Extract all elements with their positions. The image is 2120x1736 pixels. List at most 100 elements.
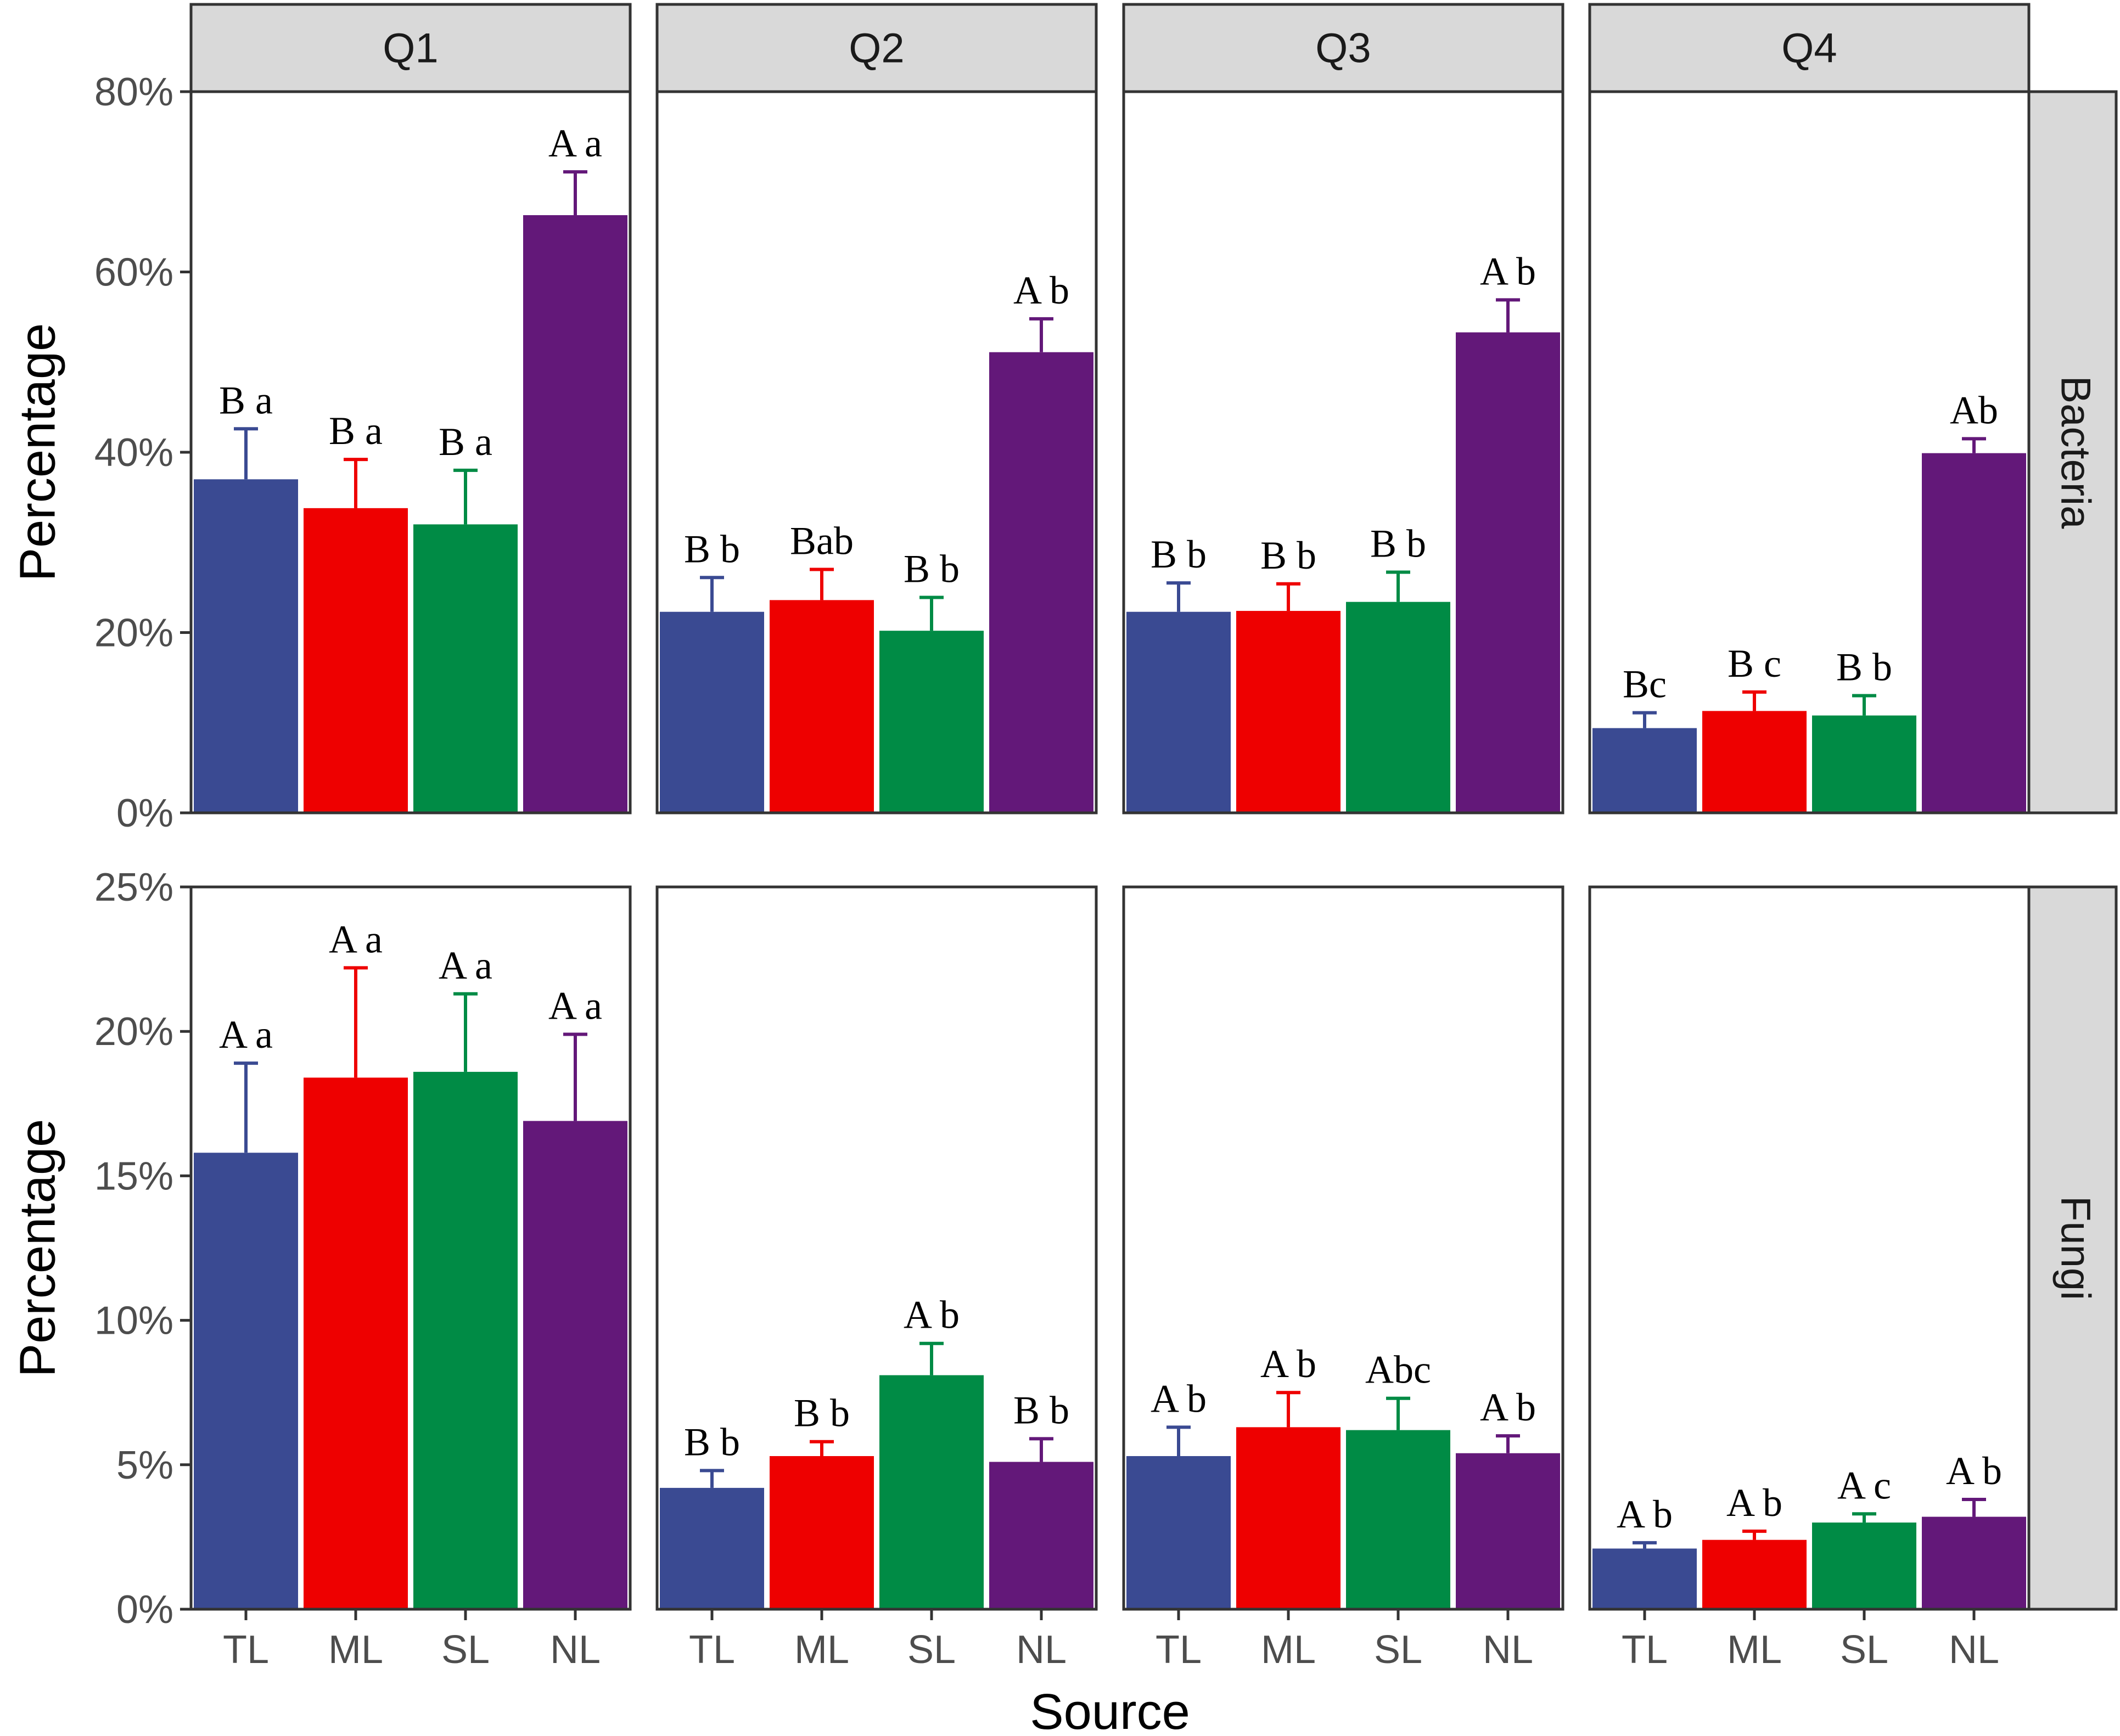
significance-label-bacteria-q3-sl: B b: [1370, 521, 1426, 565]
bar-fungi-q2-sl: [879, 1375, 984, 1609]
bar-fungi-q2-tl: [660, 1487, 764, 1609]
bar-fungi-q1-sl: [413, 1071, 518, 1609]
significance-label-bacteria-q1-tl: B a: [219, 378, 273, 422]
significance-label-bacteria-q2-nl: A b: [1013, 268, 1069, 312]
significance-label-fungi-q2-sl: A b: [904, 1293, 960, 1337]
bar-fungi-q2-nl: [989, 1462, 1093, 1609]
facet-strip-label-Q2: Q2: [849, 25, 904, 72]
facet-strip-Q4: [1588, 3, 2031, 93]
x-tick-label-q4-tl: TL: [1622, 1628, 1668, 1672]
x-tick-label-q2-ml: ML: [794, 1628, 849, 1672]
bar-fungi-q3-sl: [1346, 1430, 1450, 1609]
bar-bacteria-q3-ml: [1236, 611, 1341, 813]
y-tick-label-bacteria-60: 60%: [94, 251, 173, 295]
significance-label-bacteria-q2-ml: Bab: [790, 519, 854, 563]
y-tick-label-fungi-10: 10%: [94, 1299, 173, 1343]
facet-strip-label-bacteria: Bacteria: [2052, 376, 2099, 530]
panel-border-bacteria-q3: [1122, 90, 1564, 814]
y-tick-label-fungi-25: 25%: [94, 866, 173, 909]
panel-border-fungi-q3: [1122, 885, 1564, 1611]
x-tick-label-q1-sl: SL: [441, 1628, 490, 1672]
significance-label-fungi-q3-tl: A b: [1151, 1377, 1207, 1420]
x-tick-label-q2-tl: TL: [689, 1628, 735, 1672]
x-tick-label-q3-tl: TL: [1156, 1628, 1202, 1672]
x-tick-label-q3-ml: ML: [1261, 1628, 1316, 1672]
panel-border-fungi-q1: [189, 885, 632, 1611]
significance-label-bacteria-q1-ml: B a: [329, 409, 383, 453]
significance-label-fungi-q1-nl: A a: [548, 984, 602, 1027]
significance-label-bacteria-q3-tl: B b: [1151, 532, 1207, 576]
y-tick-label-bacteria-80: 80%: [94, 70, 173, 114]
significance-label-bacteria-q1-sl: B a: [439, 420, 492, 464]
significance-label-fungi-q1-sl: A a: [439, 943, 492, 987]
bar-bacteria-q2-nl: [989, 352, 1093, 813]
y-tick-label-bacteria-20: 20%: [94, 611, 173, 655]
facet-strip-Q2: [655, 3, 1098, 93]
y-tick-label-fungi-0: 0%: [116, 1588, 173, 1632]
facet-strip-label-Q1: Q1: [383, 25, 438, 72]
bar-fungi-q3-nl: [1456, 1453, 1560, 1609]
panel-border-bacteria-q2: [655, 90, 1098, 814]
panel-border-fungi-q4: [1588, 885, 2031, 1611]
bar-fungi-q1-nl: [523, 1121, 627, 1609]
significance-label-bacteria-q1-nl: A a: [548, 121, 602, 165]
bar-bacteria-q1-nl: [523, 215, 627, 813]
x-tick-label-q2-sl: SL: [907, 1628, 956, 1672]
x-tick-label-q1-tl: TL: [223, 1628, 269, 1672]
significance-label-fungi-q4-nl: A b: [1946, 1449, 2002, 1493]
bar-bacteria-q2-sl: [879, 631, 984, 813]
bar-bacteria-q3-tl: [1126, 611, 1231, 813]
significance-label-fungi-q2-nl: B b: [1013, 1388, 1069, 1432]
bar-bacteria-q3-sl: [1346, 602, 1450, 813]
bar-bacteria-q3-nl: [1456, 332, 1560, 813]
significance-label-bacteria-q2-sl: B b: [904, 547, 960, 591]
panel-border-bacteria-q1: [189, 90, 632, 814]
significance-label-bacteria-q4-ml: B c: [1728, 642, 1781, 686]
bar-bacteria-q1-sl: [413, 524, 518, 813]
bar-fungi-q2-ml: [770, 1456, 874, 1609]
x-tick-label-q1-nl: NL: [550, 1628, 601, 1672]
significance-label-bacteria-q4-nl: Ab: [1950, 388, 1998, 432]
y-tick-label-fungi-15: 15%: [94, 1154, 173, 1198]
facet-strip-Q1: [189, 3, 632, 93]
facet-strip-Q3: [1122, 3, 1564, 93]
y-axis-title-fungi: Percentage: [9, 1119, 65, 1378]
x-tick-label-q4-sl: SL: [1840, 1628, 1888, 1672]
bar-bacteria-q1-tl: [194, 479, 298, 813]
panel-border-fungi-q2: [655, 885, 1098, 1611]
significance-label-fungi-q3-sl: Abc: [1365, 1348, 1431, 1392]
bar-fungi-q4-tl: [1592, 1548, 1697, 1609]
significance-label-fungi-q2-tl: B b: [684, 1420, 740, 1464]
y-tick-label-fungi-20: 20%: [94, 1010, 173, 1054]
bar-bacteria-q4-tl: [1592, 728, 1697, 813]
y-tick-label-fungi-5: 5%: [116, 1443, 173, 1487]
significance-label-bacteria-q2-tl: B b: [684, 527, 740, 571]
x-tick-label-q2-nl: NL: [1016, 1628, 1067, 1672]
bar-bacteria-q4-ml: [1702, 711, 1807, 813]
y-tick-label-bacteria-40: 40%: [94, 431, 173, 475]
bar-fungi-q3-tl: [1126, 1456, 1231, 1609]
significance-label-bacteria-q3-ml: B b: [1260, 533, 1316, 577]
bar-bacteria-q4-nl: [1922, 453, 2026, 813]
x-tick-label-q4-nl: NL: [1949, 1628, 1999, 1672]
y-axis-title-bacteria: Percentage: [9, 323, 65, 582]
panel-border-bacteria-q4: [1588, 90, 2031, 814]
significance-label-fungi-q2-ml: B b: [794, 1391, 850, 1435]
significance-label-fungi-q1-tl: A a: [219, 1013, 273, 1057]
facet-strip-fungi: [2027, 885, 2118, 1611]
bar-fungi-q1-ml: [304, 1077, 408, 1609]
significance-label-fungi-q4-ml: A b: [1726, 1481, 1782, 1525]
x-tick-label-q3-nl: NL: [1483, 1628, 1533, 1672]
significance-label-fungi-q1-ml: A a: [329, 917, 383, 961]
facet-strip-label-Q3: Q3: [1315, 25, 1371, 72]
x-tick-label-q4-ml: ML: [1727, 1628, 1782, 1672]
bar-bacteria-q1-ml: [304, 508, 408, 813]
facet-strip-label-fungi: Fungi: [2052, 1196, 2099, 1300]
significance-label-fungi-q3-nl: A b: [1480, 1385, 1536, 1429]
bar-bacteria-q2-ml: [770, 600, 874, 813]
x-tick-label-q1-ml: ML: [328, 1628, 383, 1672]
facet-strip-label-Q4: Q4: [1781, 25, 1837, 72]
bar-bacteria-q4-sl: [1812, 715, 1916, 813]
